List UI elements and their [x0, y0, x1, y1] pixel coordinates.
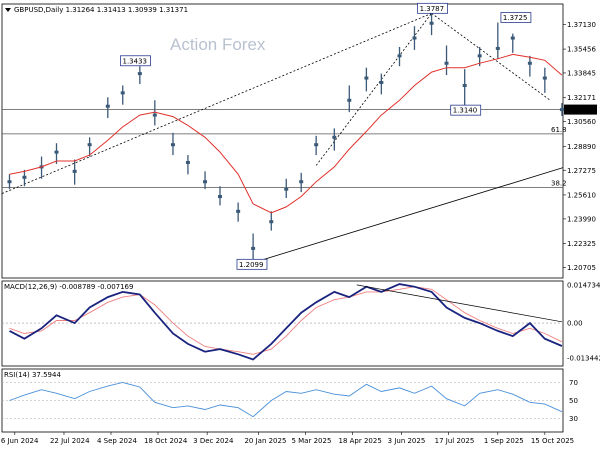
candle-body	[429, 21, 434, 25]
price-label: 1.3140	[453, 107, 478, 115]
candle-body	[152, 113, 157, 117]
x-tick-label: 18 Apr 2025	[338, 437, 381, 445]
candle-body	[251, 246, 256, 250]
candle-body	[444, 61, 449, 65]
candle-body	[397, 54, 402, 58]
rsi-title: RSI(14) 37.5944	[4, 371, 61, 379]
x-tick-label: 17 Jul 2025	[435, 437, 475, 445]
x-tick-label: 18 Oct 2024	[144, 437, 188, 445]
candle-body	[217, 195, 222, 199]
candle-body	[22, 175, 27, 179]
candle-body	[412, 36, 417, 40]
y-tick-label: 1.25610	[567, 191, 596, 199]
candle-body	[495, 46, 500, 50]
candle-body	[185, 160, 190, 164]
x-tick-label: 6 Jun 2024	[1, 437, 39, 445]
candle-body	[559, 108, 564, 112]
y-tick-label: 1.27275	[567, 167, 596, 175]
level-label: 38.2	[551, 180, 567, 188]
macd-y-label: -0.013442	[567, 355, 600, 363]
macd-panel	[1, 280, 564, 367]
candle-body	[332, 135, 337, 139]
chart-header: GBPUSD,Daily 1.31264 1.31413 1.30939 1.3…	[14, 6, 188, 14]
price-label-box	[450, 104, 482, 116]
level-label: 61.8	[551, 126, 567, 134]
price-label-box	[120, 55, 151, 67]
chart-menu-icon	[5, 8, 11, 12]
y-tick-label: 1.22325	[567, 240, 596, 248]
current-price-tag	[564, 104, 597, 115]
x-tick-label: 1 Sep 2025	[484, 437, 524, 445]
candle-body	[87, 143, 92, 147]
candle-body	[477, 54, 482, 58]
y-tick-label: 1.32171	[567, 94, 596, 102]
price-label-box	[236, 258, 268, 270]
y-tick-label: 1.35456	[567, 46, 596, 54]
macd-y-label: 0.00	[567, 320, 583, 328]
price-label: 1.2099	[239, 261, 264, 269]
price-panel	[1, 3, 564, 279]
support-trendline	[250, 167, 564, 264]
x-tick-label: 22 Jul 2024	[50, 437, 90, 445]
x-tick-label: 3 Jun 2025	[388, 437, 426, 445]
candle-body	[120, 91, 125, 95]
rsi-y-label: 70	[569, 379, 578, 387]
price-label: 1.3725	[503, 14, 528, 22]
macd-line	[9, 283, 563, 361]
candle-body	[510, 36, 515, 40]
candle-body	[54, 150, 59, 154]
rsi-line	[9, 382, 563, 418]
price-label-box	[500, 12, 532, 23]
candle-body	[379, 80, 384, 84]
candle-body	[462, 83, 467, 87]
price-label-box	[417, 2, 448, 14]
decline-trendline	[431, 13, 551, 101]
y-tick-label: 1.33845	[567, 69, 596, 77]
x-tick-label: 5 Mar 2025	[291, 437, 331, 445]
macd-trendline	[356, 284, 562, 323]
price-label: 1.3787	[420, 5, 445, 13]
channel-line-upper	[1, 12, 432, 194]
candle-body	[542, 76, 547, 80]
y-tick-label: 1.28890	[567, 143, 596, 151]
current-price-label: 1.31371	[566, 106, 595, 114]
candle-body	[7, 180, 12, 184]
y-tick-label: 1.20705	[567, 264, 596, 272]
rsi-y-label: 30	[569, 415, 578, 423]
moving-average-line	[9, 53, 563, 214]
candle-body	[527, 61, 532, 65]
candle-body	[72, 169, 77, 173]
candle-body	[203, 180, 208, 184]
x-tick-label: 20 Jan 2025	[244, 437, 286, 445]
watermark: Action Forex	[170, 35, 266, 54]
y-tick-label: 1.37130	[567, 21, 596, 29]
x-tick-label: 4 Sep 2024	[97, 437, 137, 445]
candle-body	[299, 180, 304, 184]
candle-body	[347, 98, 352, 102]
candle-body	[364, 76, 369, 80]
candle-body	[137, 72, 142, 76]
macd-title: MACD(12,26,9) -0.008789 -0.007169	[4, 283, 133, 291]
candle-body	[170, 143, 175, 147]
x-tick-label: 3 Dec 2024	[193, 437, 234, 445]
candle-body	[314, 143, 319, 147]
y-tick-label: 1.23990	[567, 215, 596, 223]
candle-body	[284, 187, 289, 191]
x-tick-label: 15 Oct 2025	[531, 437, 574, 445]
price-label: 1.3433	[123, 57, 148, 65]
rsi-y-label: 50	[569, 397, 578, 405]
y-tick-label: 1.30560	[567, 118, 596, 126]
macd-signal-line	[9, 286, 563, 355]
candle-body	[236, 209, 241, 213]
candle-body	[269, 220, 274, 224]
macd-y-label: 0.014734	[567, 281, 600, 289]
candle-body	[105, 104, 110, 108]
